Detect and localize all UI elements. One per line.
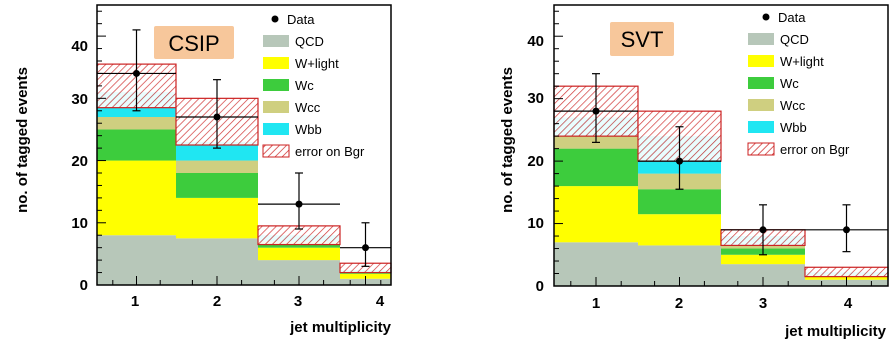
- right-bar-wc-bin2: [638, 189, 721, 215]
- left-legend-data-label: Data: [287, 12, 315, 27]
- right-data-point-bin3: [759, 226, 767, 234]
- left-legend-wc-swatch: [263, 79, 289, 91]
- left-x-tick-2: 2: [213, 293, 221, 310]
- left-legend-wbb-label: Wbb: [295, 122, 322, 137]
- right-x-tick-1: 1: [592, 295, 600, 312]
- left-y-tick-30: 30: [71, 91, 88, 108]
- left-data-point-bin4: [362, 244, 369, 252]
- left-legend-wlight-label: W+light: [295, 56, 339, 71]
- right-data-point-bin4: [843, 226, 850, 234]
- left-legend-wcc-swatch: [263, 101, 289, 113]
- right-bar-wc-bin1: [554, 148, 638, 187]
- right-legend-wc-swatch: [748, 77, 774, 89]
- right-legend-qcd-swatch: [748, 33, 774, 45]
- right-plot-content: [553, 73, 889, 286]
- left-data-point-bin2: [213, 113, 221, 121]
- left-tag-box: CSIP: [154, 26, 234, 59]
- left-data-point-bin3: [295, 200, 303, 208]
- panel-left: 0 10 20 30 40 1 2 3 4 no. of tagged even…: [14, 4, 392, 336]
- left-legend-error-label: error on Bgr: [295, 144, 365, 159]
- left-error-band-bin3: [258, 225, 340, 245]
- left-y-tick-0: 0: [80, 277, 88, 294]
- left-x-tick-4: 4: [376, 293, 385, 310]
- left-data-point-bin1: [133, 69, 140, 77]
- right-legend-qcd-label: QCD: [780, 32, 809, 47]
- right-x-tick-3: 3: [759, 295, 767, 312]
- right-x-tick-2: 2: [675, 295, 683, 312]
- right-legend-wcc-swatch: [748, 99, 774, 111]
- right-tag-background: [610, 22, 674, 56]
- left-x-tick-3: 3: [294, 293, 302, 310]
- left-legend-qcd-swatch: [263, 35, 289, 47]
- panel-right: 0 10 20 30 40 1 2 3 4 no. of tagged even…: [499, 4, 889, 340]
- right-bar-wlight-bin3: [721, 254, 805, 265]
- left-legend-wcc-label: Wcc: [295, 100, 321, 115]
- left-bar-wcc-bin1: [97, 117, 176, 130]
- left-error-band-bin4: [340, 263, 391, 273]
- right-legend-wbb-swatch: [748, 121, 774, 133]
- left-legend: Data QCD W+light Wc Wcc Wbb error on Bgr: [262, 12, 365, 159]
- right-tag-box: SVT: [610, 22, 674, 56]
- left-bar-wc-bin4: [340, 272, 391, 274]
- right-y-axis-label: no. of tagged events: [499, 67, 516, 213]
- left-y-tick-40: 40: [71, 38, 88, 55]
- right-data-point-bin2: [676, 157, 683, 165]
- right-legend-data-label: Data: [778, 10, 806, 25]
- left-bar-wlight-bin2: [176, 197, 258, 239]
- left-bar-wc-bin3: [258, 243, 340, 248]
- right-bar-wlight-bin1: [554, 186, 638, 243]
- right-plot-frame: [553, 4, 889, 287]
- left-bar-wlight-bin3: [258, 247, 340, 261]
- right-legend-data-marker: [762, 13, 770, 21]
- left-x-tick-1: 1: [131, 293, 139, 310]
- left-bar-wbb-bin2: [176, 141, 258, 161]
- right-axis-ticks: [554, 10, 872, 287]
- right-data-point-bin1: [592, 107, 600, 115]
- right-y-tick-20: 20: [527, 153, 544, 170]
- right-x-tick-4: 4: [844, 295, 853, 312]
- right-y-tick-0: 0: [536, 278, 544, 295]
- right-tag-label: SVT: [621, 27, 664, 52]
- right-bar-wlight-bin2: [638, 214, 721, 246]
- left-axis-ticks: [97, 10, 382, 286]
- right-legend-wcc-label: Wcc: [780, 98, 806, 113]
- left-legend-wc-label: Wc: [295, 78, 314, 93]
- left-plot-frame: [96, 4, 392, 286]
- left-x-axis-label: jet multiplicity: [289, 319, 392, 336]
- right-x-axis-label: jet multiplicity: [784, 323, 887, 340]
- left-legend-qcd-label: QCD: [295, 34, 324, 49]
- right-legend-wlight-swatch: [748, 55, 774, 67]
- left-plot-content: [96, 29, 392, 285]
- left-tag-label: CSIP: [168, 31, 219, 56]
- left-bar-wcc-bin2: [176, 160, 258, 173]
- right-legend-wlight-label: W+light: [780, 54, 824, 69]
- right-legend-wc-label: Wc: [780, 76, 799, 91]
- left-y-tick-20: 20: [71, 153, 88, 170]
- left-y-tick-labels: 0 10 20 30 40: [71, 38, 88, 294]
- right-y-tick-10: 10: [527, 215, 544, 232]
- left-legend-error-swatch: [262, 144, 290, 158]
- right-legend: Data QCD W+light Wc Wcc Wbb error on Bgr: [747, 10, 850, 157]
- left-bar-wc-bin2: [176, 173, 258, 198]
- left-x-tick-labels: 1 2 3 4: [131, 293, 385, 310]
- left-y-axis-label: no. of tagged events: [14, 67, 31, 213]
- left-legend-data-marker: [271, 15, 279, 23]
- right-legend-wbb-label: Wbb: [780, 120, 807, 135]
- left-bar-wlight-bin1: [97, 160, 176, 236]
- left-bar-wc-bin1: [97, 129, 176, 161]
- right-x-tick-labels: 1 2 3 4: [592, 295, 853, 312]
- right-legend-error-label: error on Bgr: [780, 142, 850, 157]
- left-y-tick-10: 10: [71, 215, 88, 232]
- left-legend-wbb-swatch: [263, 123, 289, 135]
- right-error-band-bin4: [805, 267, 888, 277]
- right-y-tick-40: 40: [527, 33, 544, 50]
- right-bar-qcd-bin3: [721, 264, 805, 286]
- right-y-tick-30: 30: [527, 90, 544, 107]
- right-y-tick-labels: 0 10 20 30 40: [527, 33, 544, 295]
- left-legend-wlight-swatch: [263, 57, 289, 69]
- left-tag-background: [154, 26, 234, 59]
- right-legend-error-swatch: [747, 142, 775, 156]
